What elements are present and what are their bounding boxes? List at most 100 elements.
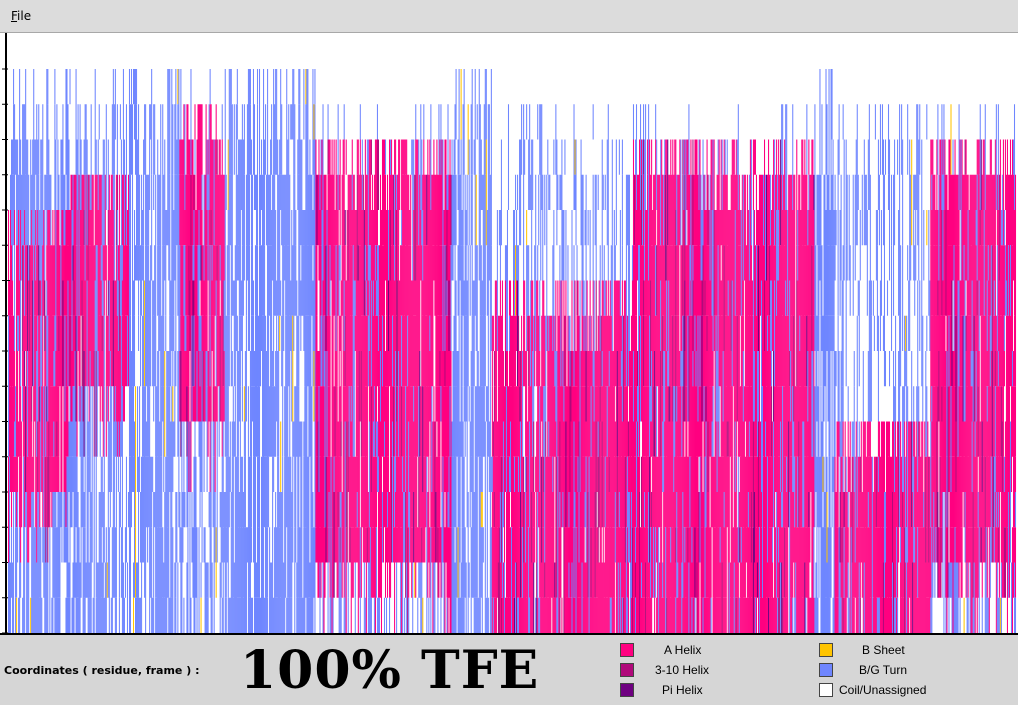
heatmap-cell bbox=[402, 421, 404, 457]
heatmap-cell bbox=[125, 210, 127, 246]
heatmap-cell bbox=[484, 597, 486, 633]
heatmap-cell bbox=[253, 386, 256, 492]
heatmap-cell bbox=[679, 456, 681, 563]
heatmap-cell bbox=[342, 492, 344, 563]
heatmap-cell bbox=[817, 492, 819, 528]
heatmap-cell bbox=[409, 351, 411, 457]
heatmap-cell bbox=[467, 245, 469, 351]
heatmap-cell bbox=[123, 245, 125, 351]
heatmap-cell bbox=[744, 351, 746, 387]
heatmap-cell bbox=[188, 139, 190, 210]
heatmap-cell bbox=[403, 174, 405, 281]
heatmap-cell bbox=[766, 456, 768, 563]
heatmap-cell bbox=[818, 386, 820, 457]
heatmap-cell bbox=[31, 562, 33, 598]
heatmap-cell bbox=[478, 69, 480, 140]
heatmap-cell bbox=[428, 456, 430, 528]
heatmap-cell bbox=[457, 597, 459, 633]
heatmap-cell bbox=[577, 456, 579, 492]
heatmap-cell bbox=[626, 527, 628, 598]
heatmap-cell bbox=[493, 492, 495, 528]
heatmap-cell bbox=[770, 386, 772, 457]
heatmap-cell bbox=[669, 421, 671, 528]
heatmap-cell bbox=[69, 421, 71, 457]
heatmap-cell bbox=[299, 421, 301, 457]
heatmap-cell bbox=[14, 245, 16, 351]
heatmap-cell bbox=[666, 456, 668, 492]
heatmap-cell bbox=[247, 386, 249, 457]
heatmap-cell bbox=[65, 315, 67, 387]
heatmap-cell bbox=[218, 174, 220, 246]
heatmap-cell bbox=[556, 597, 558, 633]
heatmap-cell bbox=[479, 456, 481, 492]
heatmap-cell bbox=[639, 386, 641, 457]
heatmap-cell bbox=[157, 351, 159, 457]
heatmap-cell bbox=[336, 386, 338, 492]
heatmap-cell bbox=[153, 597, 155, 633]
heatmap-cell bbox=[567, 315, 569, 387]
heatmap-cell bbox=[670, 562, 672, 598]
heatmap-cell bbox=[576, 245, 578, 281]
heatmap-cell bbox=[547, 386, 549, 492]
file-menu[interactable]: File bbox=[11, 9, 32, 23]
heatmap-cell bbox=[442, 245, 444, 351]
heatmap-cell bbox=[18, 597, 20, 633]
heatmap-cell bbox=[52, 562, 54, 598]
heatmap-cell bbox=[644, 315, 646, 387]
heatmap-cell bbox=[56, 104, 58, 140]
heatmap-cell bbox=[186, 456, 188, 528]
heatmap-cell bbox=[360, 456, 362, 528]
heatmap-cell bbox=[735, 456, 737, 528]
heatmap-cell bbox=[115, 597, 117, 633]
heatmap-cell bbox=[369, 245, 371, 281]
secondary-structure-plot[interactable] bbox=[0, 33, 1018, 635]
heatmap-cell bbox=[576, 456, 578, 528]
heatmap-cell bbox=[32, 245, 34, 281]
heatmap-cell bbox=[810, 280, 812, 316]
heatmap-cell bbox=[716, 351, 718, 422]
heatmap-cell bbox=[611, 139, 613, 246]
heatmap-cell bbox=[694, 245, 696, 316]
heatmap-cell bbox=[333, 386, 335, 457]
heatmap-cell bbox=[700, 597, 702, 633]
heatmap-cell bbox=[328, 386, 330, 492]
heatmap-cell bbox=[589, 351, 591, 457]
heatmap-cell bbox=[129, 351, 132, 457]
heatmap-cell bbox=[422, 280, 424, 316]
heatmap-cell bbox=[484, 421, 486, 528]
heatmap-cell bbox=[100, 280, 102, 351]
heatmap-cell bbox=[112, 174, 114, 210]
heatmap-cell bbox=[16, 315, 18, 422]
heatmap-cell bbox=[812, 139, 814, 175]
secondary-structure-heatmap[interactable] bbox=[0, 33, 1018, 635]
heatmap-cell bbox=[574, 139, 576, 175]
heatmap-cell bbox=[620, 456, 622, 563]
heatmap-cell bbox=[804, 245, 806, 316]
heatmap-cell bbox=[480, 386, 482, 492]
heatmap-cell bbox=[409, 210, 411, 246]
heatmap-cell bbox=[255, 562, 258, 598]
heatmap-cell bbox=[550, 562, 552, 598]
heatmap-cell bbox=[393, 527, 395, 563]
heatmap-cell bbox=[472, 351, 474, 387]
heatmap-cell bbox=[124, 351, 126, 387]
heatmap-cell bbox=[340, 421, 342, 457]
heatmap-cell bbox=[688, 562, 690, 633]
heatmap-cell bbox=[670, 351, 672, 422]
heatmap-cell bbox=[782, 386, 784, 422]
heatmap-cell bbox=[474, 386, 476, 492]
heatmap-cell bbox=[609, 280, 611, 316]
heatmap-cell bbox=[194, 527, 196, 563]
heatmap-cell bbox=[11, 245, 13, 316]
heatmap-cell bbox=[417, 351, 419, 387]
heatmap-cell bbox=[57, 492, 59, 563]
heatmap-cell bbox=[468, 386, 470, 422]
heatmap-cell bbox=[172, 421, 174, 492]
heatmap-cell bbox=[128, 139, 131, 246]
heatmap-cell bbox=[505, 245, 508, 351]
heatmap-cell bbox=[446, 421, 448, 457]
heatmap-cell bbox=[616, 280, 618, 351]
heatmap-cell bbox=[201, 492, 203, 563]
heatmap-cell bbox=[782, 421, 784, 528]
heatmap-cell bbox=[542, 492, 544, 528]
